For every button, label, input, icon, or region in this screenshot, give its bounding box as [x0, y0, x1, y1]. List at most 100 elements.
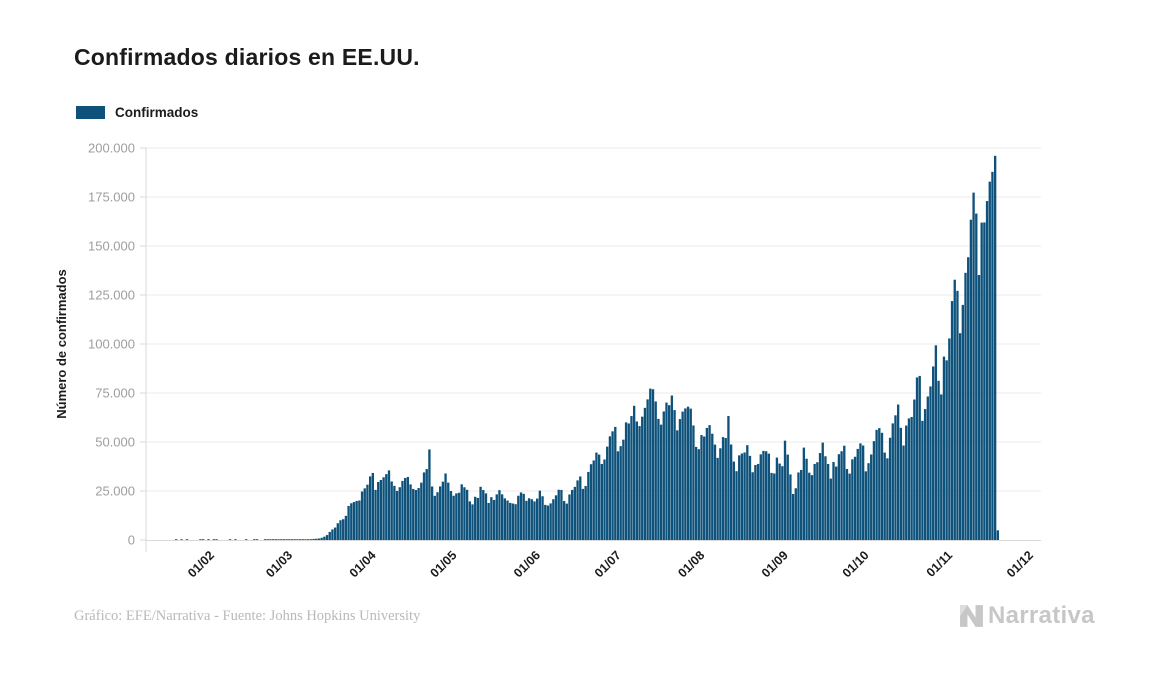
bar — [686, 406, 690, 540]
bar — [266, 539, 269, 540]
bar — [344, 515, 348, 540]
bar — [934, 345, 938, 540]
y-tick-label: 175.000 — [88, 190, 135, 205]
bar — [546, 505, 550, 540]
bar — [560, 489, 563, 540]
bar — [940, 394, 943, 540]
x-tick-label: 01/12 — [1004, 548, 1036, 580]
bar — [958, 333, 962, 540]
bar — [390, 481, 393, 540]
x-tick-label: 01/08 — [675, 548, 707, 580]
bar — [573, 486, 577, 540]
bar — [824, 456, 827, 540]
bar — [764, 451, 768, 540]
bar — [557, 489, 560, 540]
bar — [711, 433, 714, 540]
source-credit: Gráfico: EFE/Narrativa - Fuente: Johns H… — [74, 608, 421, 624]
bar — [770, 472, 773, 540]
bar — [562, 500, 566, 540]
bar — [651, 389, 655, 540]
bar — [684, 408, 687, 540]
bar — [705, 427, 709, 540]
bar — [331, 529, 334, 540]
bar — [352, 502, 356, 540]
bar — [503, 498, 507, 540]
bar — [603, 459, 606, 540]
y-axis-labels: 0 25.000 50.000 75.000 100.000 125.000 150.000… — [88, 141, 146, 548]
x-tick-label: 01/05 — [428, 548, 460, 580]
legend-swatch-confirmados — [76, 106, 105, 119]
bar — [622, 439, 625, 540]
bar — [333, 527, 337, 540]
bar — [969, 219, 973, 541]
bar — [522, 493, 525, 540]
bar — [896, 404, 900, 540]
bar — [721, 437, 725, 540]
bar — [923, 409, 927, 540]
y-tick-label: 150.000 — [88, 239, 135, 254]
bar — [350, 503, 353, 540]
bar — [403, 477, 407, 540]
bar — [288, 539, 291, 540]
bar — [312, 538, 315, 540]
bar — [950, 301, 954, 540]
bar — [455, 493, 458, 540]
bar — [422, 472, 426, 540]
bar — [509, 502, 512, 540]
bar — [425, 469, 428, 540]
bar — [355, 500, 358, 540]
bar — [490, 497, 493, 540]
y-axis-title: Número de confirmados — [54, 269, 69, 419]
bar — [374, 489, 377, 540]
bar — [678, 419, 682, 540]
y-tick-label: 25.000 — [95, 484, 135, 499]
bar — [336, 523, 339, 540]
bar — [398, 487, 401, 540]
bar — [463, 487, 466, 540]
bar — [996, 530, 1000, 540]
bar — [447, 482, 450, 540]
bar — [975, 213, 978, 541]
bar — [527, 498, 531, 540]
bar — [565, 503, 568, 540]
bar — [972, 192, 975, 540]
bar — [956, 290, 959, 540]
bar — [274, 539, 278, 540]
bar — [614, 426, 617, 540]
bar — [818, 453, 822, 540]
bar — [891, 423, 894, 540]
bar — [624, 422, 628, 540]
bar — [541, 496, 544, 540]
bar — [304, 539, 307, 540]
bar — [587, 471, 590, 540]
bar — [457, 492, 461, 540]
bar — [991, 171, 994, 540]
bar — [738, 455, 741, 540]
bar — [665, 402, 668, 540]
bar — [988, 181, 991, 540]
bar — [366, 484, 369, 540]
bar — [748, 455, 752, 540]
bar — [727, 416, 730, 540]
bar — [180, 539, 183, 540]
bar — [754, 465, 757, 540]
bar — [484, 493, 488, 540]
bar — [584, 486, 587, 540]
bar — [441, 481, 445, 540]
bar — [894, 415, 897, 540]
bar — [212, 539, 216, 540]
bar — [880, 432, 884, 540]
bar — [668, 405, 671, 540]
bar — [377, 481, 380, 540]
narrativa-logo-icon — [960, 605, 983, 627]
bar — [773, 473, 776, 540]
bar — [498, 490, 501, 540]
bar — [385, 474, 388, 540]
bar — [789, 474, 792, 540]
x-tick-label: 01/11 — [924, 548, 956, 580]
bar — [859, 443, 862, 540]
bar — [433, 495, 436, 540]
bar — [363, 488, 366, 540]
narrativa-logo-text: Narrativa — [988, 602, 1095, 629]
